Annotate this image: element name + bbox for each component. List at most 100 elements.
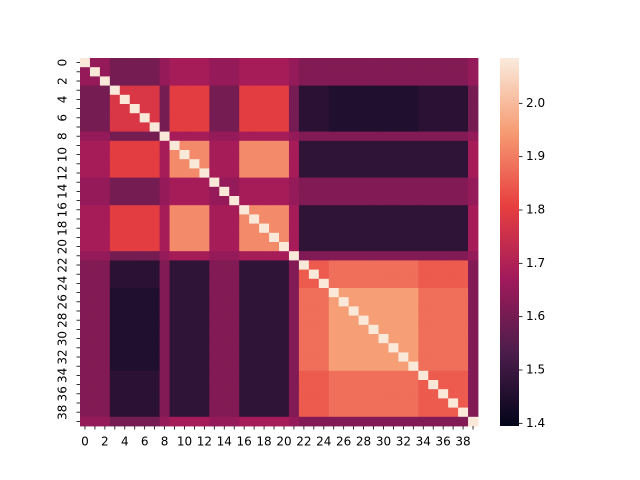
heatmap-cell [259, 416, 270, 427]
heatmap-cell [338, 177, 350, 188]
heatmap-cell [398, 113, 409, 123]
heatmap-cell [229, 288, 240, 298]
heatmap-cell [119, 352, 131, 362]
heatmap-cell [398, 150, 409, 160]
heatmap-cell [149, 334, 160, 344]
heatmap-cell [109, 186, 121, 197]
heatmap-cell [448, 324, 459, 335]
heatmap-cell [348, 205, 359, 215]
heatmap-cell [378, 407, 389, 418]
heatmap-cell [308, 122, 320, 132]
heatmap-cell [388, 76, 399, 86]
heatmap-cell [169, 168, 180, 178]
heatmap-cell [159, 269, 170, 280]
heatmap-cell [189, 407, 200, 418]
heatmap-cell [358, 352, 369, 362]
heatmap-cell [418, 150, 429, 160]
heatmap-cell [229, 343, 240, 353]
heatmap-cell [219, 196, 230, 206]
heatmap-cell [249, 140, 260, 151]
heatmap-cell [368, 159, 379, 169]
heatmap-cell [408, 76, 419, 86]
heatmap-cell [139, 407, 151, 418]
heatmap-cell [259, 343, 270, 353]
heatmap-cell [428, 361, 439, 372]
heatmap-cell [438, 324, 449, 335]
heatmap-cell [159, 278, 170, 289]
heatmap-cell [328, 140, 340, 151]
heatmap-cell [209, 76, 220, 86]
heatmap-cell [448, 416, 459, 427]
heatmap-cell [179, 113, 190, 123]
heatmap-cell [80, 232, 91, 243]
heatmap-cell [318, 370, 330, 381]
heatmap-cell [468, 76, 479, 86]
heatmap-cell [239, 324, 250, 335]
heatmap-cell [288, 140, 300, 151]
heatmap-cell [259, 122, 270, 132]
heatmap-cell [288, 251, 300, 261]
heatmap-cell [308, 94, 320, 105]
heatmap-cell [149, 251, 160, 261]
heatmap-cell [418, 104, 429, 114]
heatmap-cell [80, 324, 91, 335]
heatmap-cell [189, 67, 200, 77]
heatmap-cell [199, 407, 210, 418]
heatmap-cell [348, 196, 359, 206]
heatmap-cell [398, 269, 409, 280]
heatmap-cell [249, 168, 260, 178]
heatmap-cell [388, 58, 399, 68]
heatmap-cell [288, 334, 300, 344]
heatmap-cell [269, 288, 280, 298]
heatmap-cell [119, 168, 131, 178]
heatmap-cell [378, 389, 389, 399]
heatmap-cell [348, 407, 359, 418]
heatmap-cell [149, 205, 160, 215]
heatmap-cell [279, 343, 290, 353]
heatmap-cell [378, 159, 389, 169]
heatmap-cell [99, 94, 111, 105]
heatmap-cell [358, 186, 369, 197]
heatmap-cell [119, 214, 131, 224]
heatmap-cell [229, 251, 240, 261]
heatmap-cell [149, 131, 160, 142]
heatmap-cell [348, 297, 359, 307]
heatmap-cell [159, 242, 170, 252]
heatmap-cell [418, 159, 429, 169]
heatmap-cell [149, 67, 160, 77]
heatmap-cell [468, 242, 479, 252]
heatmap-cell [368, 232, 379, 243]
heatmap-cell [348, 242, 359, 252]
heatmap-cell [288, 67, 300, 77]
heatmap-cell [199, 159, 210, 169]
heatmap-cell [249, 389, 260, 399]
heatmap-cell [378, 278, 389, 289]
heatmap-cell [288, 205, 300, 215]
heatmap-cell [398, 177, 409, 188]
heatmap-cell [298, 150, 310, 160]
heatmap-cell [149, 58, 160, 68]
heatmap-cell [378, 113, 389, 123]
heatmap-cell [119, 370, 131, 381]
heatmap-cell [219, 232, 230, 243]
heatmap-cell [159, 334, 170, 344]
heatmap-cell [388, 214, 399, 224]
heatmap-cell [259, 205, 270, 215]
heatmap-cell [428, 168, 439, 178]
heatmap-cell [149, 324, 160, 335]
x-tick-label: 34 [416, 435, 431, 449]
heatmap-cell [219, 380, 230, 390]
heatmap-cell [179, 85, 190, 96]
heatmap-cell [89, 288, 101, 298]
heatmap-cell [408, 113, 419, 123]
heatmap-cell [438, 113, 449, 123]
heatmap-cell [179, 58, 190, 68]
heatmap-cell [428, 113, 439, 123]
heatmap-cell [408, 94, 419, 105]
heatmap-cell [139, 94, 151, 105]
heatmap-cell [448, 58, 459, 68]
heatmap-cell [89, 343, 101, 353]
heatmap-cell [80, 315, 91, 326]
heatmap-cell [169, 416, 180, 427]
x-tick-label: 26 [336, 435, 351, 449]
